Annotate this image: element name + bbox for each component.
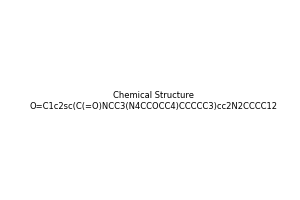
Text: Chemical Structure
O=C1c2sc(C(=O)NCC3(N4CCOCC4)CCCCC3)cc2N2CCCC12: Chemical Structure O=C1c2sc(C(=O)NCC3(N4…	[30, 91, 278, 111]
